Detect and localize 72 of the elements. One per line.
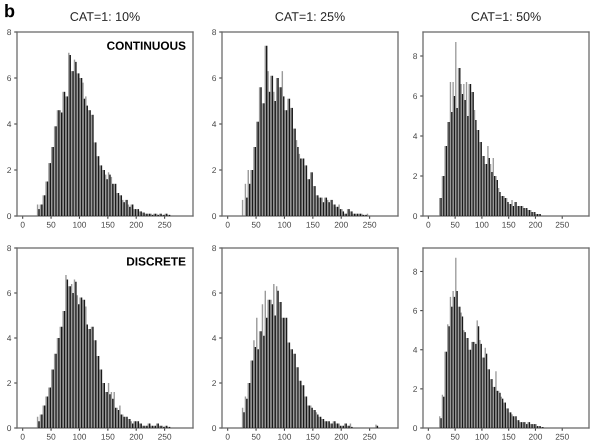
y-tick-label: 2: [7, 167, 12, 174]
x-tick-label: 150: [306, 222, 320, 228]
chart-title: CAT=1: 25%: [275, 12, 345, 22]
y-tick-label: 8: [212, 245, 216, 252]
x-tick-label: 200: [334, 434, 348, 440]
x-tick-label: 50: [46, 222, 56, 228]
x-tick-label: 200: [528, 434, 542, 440]
annotation: CONTINUOUS: [107, 42, 186, 50]
y-tick-label: 8: [413, 268, 418, 275]
x-tick-label: 50: [252, 434, 260, 440]
x-tick-label: 50: [450, 434, 460, 440]
x-tick-label: 0: [426, 222, 430, 228]
x-tick-label: 50: [252, 222, 260, 228]
y-tick-label: 4: [7, 121, 12, 128]
x-tick-label: 0: [20, 434, 25, 440]
y-tick-label: 6: [212, 75, 216, 82]
y-tick-label: 4: [212, 335, 216, 342]
y-tick-label: 2: [413, 386, 418, 392]
x-tick-label: 250: [158, 434, 172, 440]
x-tick-label: 0: [426, 434, 430, 440]
chart-title: CAT=1: 50%: [471, 12, 541, 22]
x-tick-label: 250: [363, 222, 376, 228]
x-tick-label: 150: [502, 222, 516, 228]
x-tick-label: 150: [102, 434, 114, 440]
x-tick-label: 0: [20, 222, 25, 228]
x-tick-label: 250: [556, 222, 569, 228]
x-tick-label: 150: [102, 222, 114, 228]
x-tick-label: 0: [226, 434, 230, 440]
x-tick-label: 100: [278, 434, 292, 440]
y-tick-label: 4: [7, 335, 12, 342]
x-tick-label: 100: [476, 222, 489, 228]
x-tick-label: 200: [130, 434, 143, 440]
x-tick-label: 50: [450, 222, 460, 228]
x-tick-label: 200: [528, 222, 542, 228]
y-tick-label: 6: [413, 93, 418, 100]
y-tick-label: 2: [212, 380, 216, 386]
x-tick-label: 150: [502, 434, 516, 440]
y-tick-label: 2: [7, 380, 12, 386]
x-tick-label: 250: [363, 434, 376, 440]
y-tick-label: 4: [413, 133, 418, 140]
y-tick-label: 4: [212, 121, 216, 128]
y-tick-label: 4: [413, 347, 418, 353]
x-tick-label: 250: [158, 222, 172, 228]
annotation: DISCRETE: [127, 257, 186, 266]
chart-title: CAT=1: 10%: [70, 12, 140, 22]
y-tick-label: 6: [7, 75, 12, 82]
x-tick-label: 200: [130, 222, 143, 228]
y-tick-label: 0: [212, 213, 216, 220]
y-tick-label: 8: [212, 29, 216, 36]
y-tick-label: 0: [7, 213, 12, 220]
y-tick-label: 6: [7, 290, 12, 296]
x-tick-label: 200: [334, 222, 348, 228]
x-tick-label: 0: [226, 222, 230, 228]
y-tick-label: 8: [413, 53, 418, 60]
y-tick-label: 6: [212, 290, 216, 296]
x-tick-label: 150: [306, 434, 320, 440]
x-tick-label: 100: [73, 434, 86, 440]
y-tick-label: 2: [212, 167, 216, 174]
y-tick-label: 6: [413, 308, 418, 314]
x-tick-label: 100: [73, 222, 86, 228]
x-tick-label: 50: [46, 434, 56, 440]
y-tick-label: 0: [7, 425, 12, 432]
y-tick-label: 8: [7, 29, 12, 36]
y-tick-label: 0: [413, 213, 418, 220]
y-tick-label: 0: [212, 425, 216, 432]
x-tick-label: 250: [556, 434, 569, 440]
y-tick-label: 2: [413, 173, 418, 180]
y-tick-label: 8: [7, 245, 12, 252]
text: b: [5, 4, 14, 18]
x-tick-label: 100: [476, 434, 489, 440]
x-tick-label: 100: [278, 222, 292, 228]
y-tick-label: 0: [413, 425, 418, 432]
